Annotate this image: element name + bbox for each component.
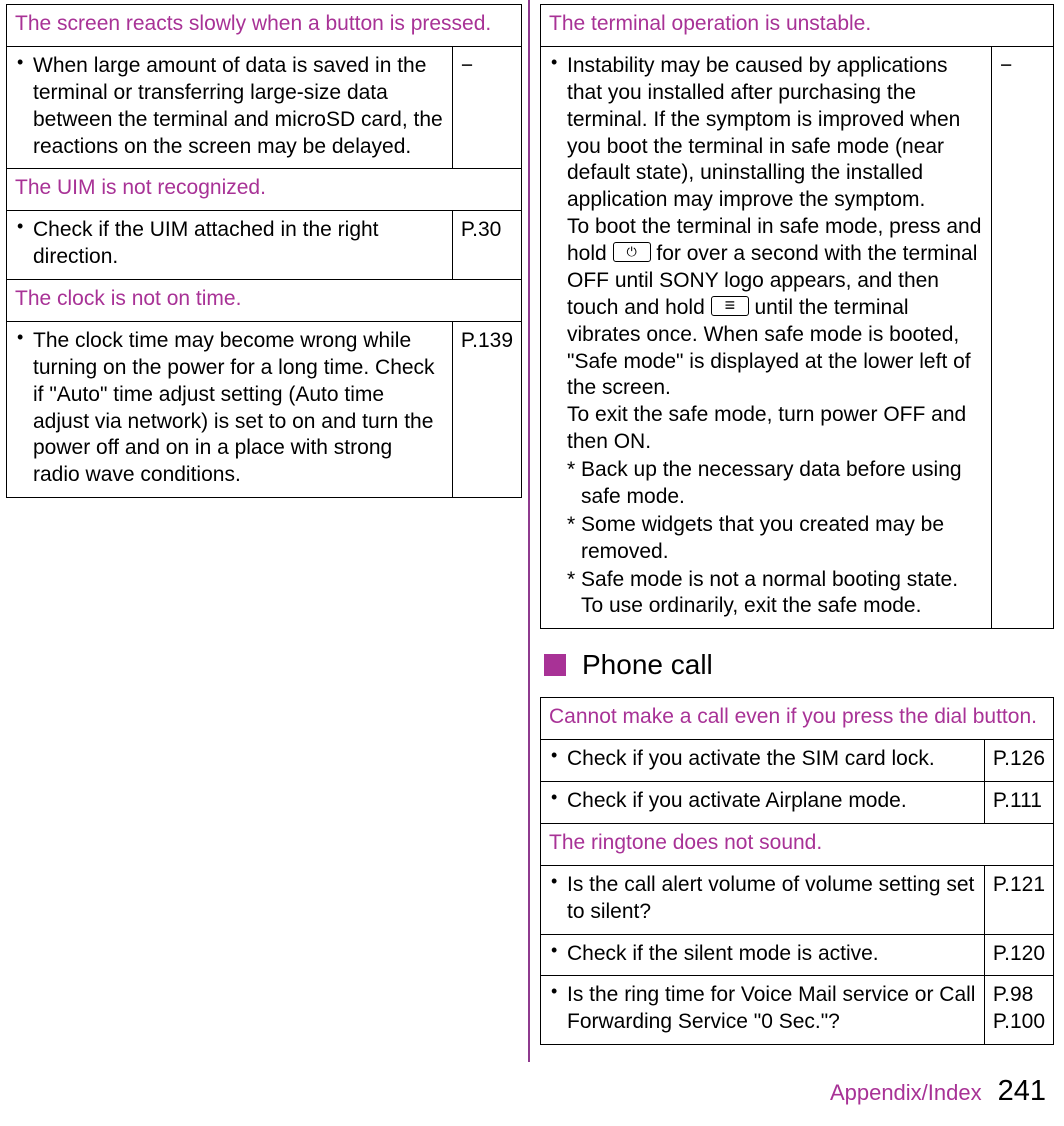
bullet-icon (549, 941, 567, 968)
bullet-icon (15, 217, 33, 271)
ref-ring-time-a: P.98 (993, 983, 1034, 1006)
ref-ring-time-b: P.100 (993, 1010, 1045, 1033)
bullet-icon (15, 53, 33, 161)
table-screen-slow: The screen reacts slowly when a button i… (6, 4, 522, 498)
power-key-icon (613, 242, 651, 262)
ref-volume-silent: P.121 (984, 865, 1053, 934)
ref-clock: P.139 (452, 321, 521, 497)
section-square-icon (544, 654, 566, 676)
header-uim: The UIM is not recognized. (7, 169, 522, 211)
item-screen-slow: When large amount of data is saved in th… (7, 46, 453, 169)
bullet-icon (549, 53, 567, 620)
item-sim-lock: Check if you activate the SIM card lock. (541, 740, 985, 782)
right-column: The terminal operation is unstable. Inst… (530, 0, 1060, 1062)
unstable-p3: To exit the safe mode, turn power OFF an… (567, 403, 966, 453)
bullet-icon (15, 328, 33, 489)
header-clock: The clock is not on time. (7, 280, 522, 322)
item-ring-time: Is the ring time for Voice Mail service … (541, 976, 985, 1045)
bullet-icon (549, 788, 567, 815)
header-unstable: The terminal operation is unstable. (541, 5, 1054, 47)
header-cannot-call: Cannot make a call even if you press the… (541, 698, 1054, 740)
ref-screen-slow: − (452, 46, 521, 169)
table-unstable: The terminal operation is unstable. Inst… (540, 4, 1054, 629)
ref-uim: P.30 (452, 211, 521, 280)
menu-key-icon (711, 296, 749, 316)
item-silent-mode: Check if the silent mode is active. (541, 934, 985, 976)
bullet-icon (549, 982, 567, 1036)
bullet-icon (549, 746, 567, 773)
unstable-note3: * Safe mode is not a normal booting stat… (567, 567, 983, 621)
item-volume-silent: Is the call alert volume of volume setti… (541, 865, 985, 934)
section-phone-call: Phone call (544, 649, 1054, 681)
unstable-p1: Instability may be caused by application… (567, 54, 960, 211)
item-clock: The clock time may become wrong while tu… (7, 321, 453, 497)
table-phone-call: Cannot make a call even if you press the… (540, 697, 1054, 1045)
unstable-note1: * Back up the necessary data before usin… (567, 457, 983, 511)
ref-airplane: P.111 (984, 782, 1053, 824)
ref-ring-time: P.98 P.100 (984, 976, 1053, 1045)
header-ringtone: The ringtone does not sound. (541, 823, 1054, 865)
item-airplane: Check if you activate Airplane mode. (541, 782, 985, 824)
section-title-phone: Phone call (582, 649, 713, 681)
ref-sim-lock: P.126 (984, 740, 1053, 782)
item-uim: Check if the UIM attached in the right d… (7, 211, 453, 280)
ref-unstable: − (992, 46, 1054, 628)
left-column: The screen reacts slowly when a button i… (0, 0, 530, 1062)
item-unstable: Instability may be caused by application… (541, 46, 992, 628)
header-screen-slow: The screen reacts slowly when a button i… (7, 5, 522, 47)
footer-page-number: 241 (998, 1075, 1046, 1108)
page-footer: Appendix/Index 241 (830, 1075, 1046, 1108)
unstable-note2: * Some widgets that you created may be r… (567, 512, 983, 566)
bullet-icon (549, 872, 567, 926)
footer-section-label: Appendix/Index (830, 1080, 982, 1106)
ref-silent-mode: P.120 (984, 934, 1053, 976)
